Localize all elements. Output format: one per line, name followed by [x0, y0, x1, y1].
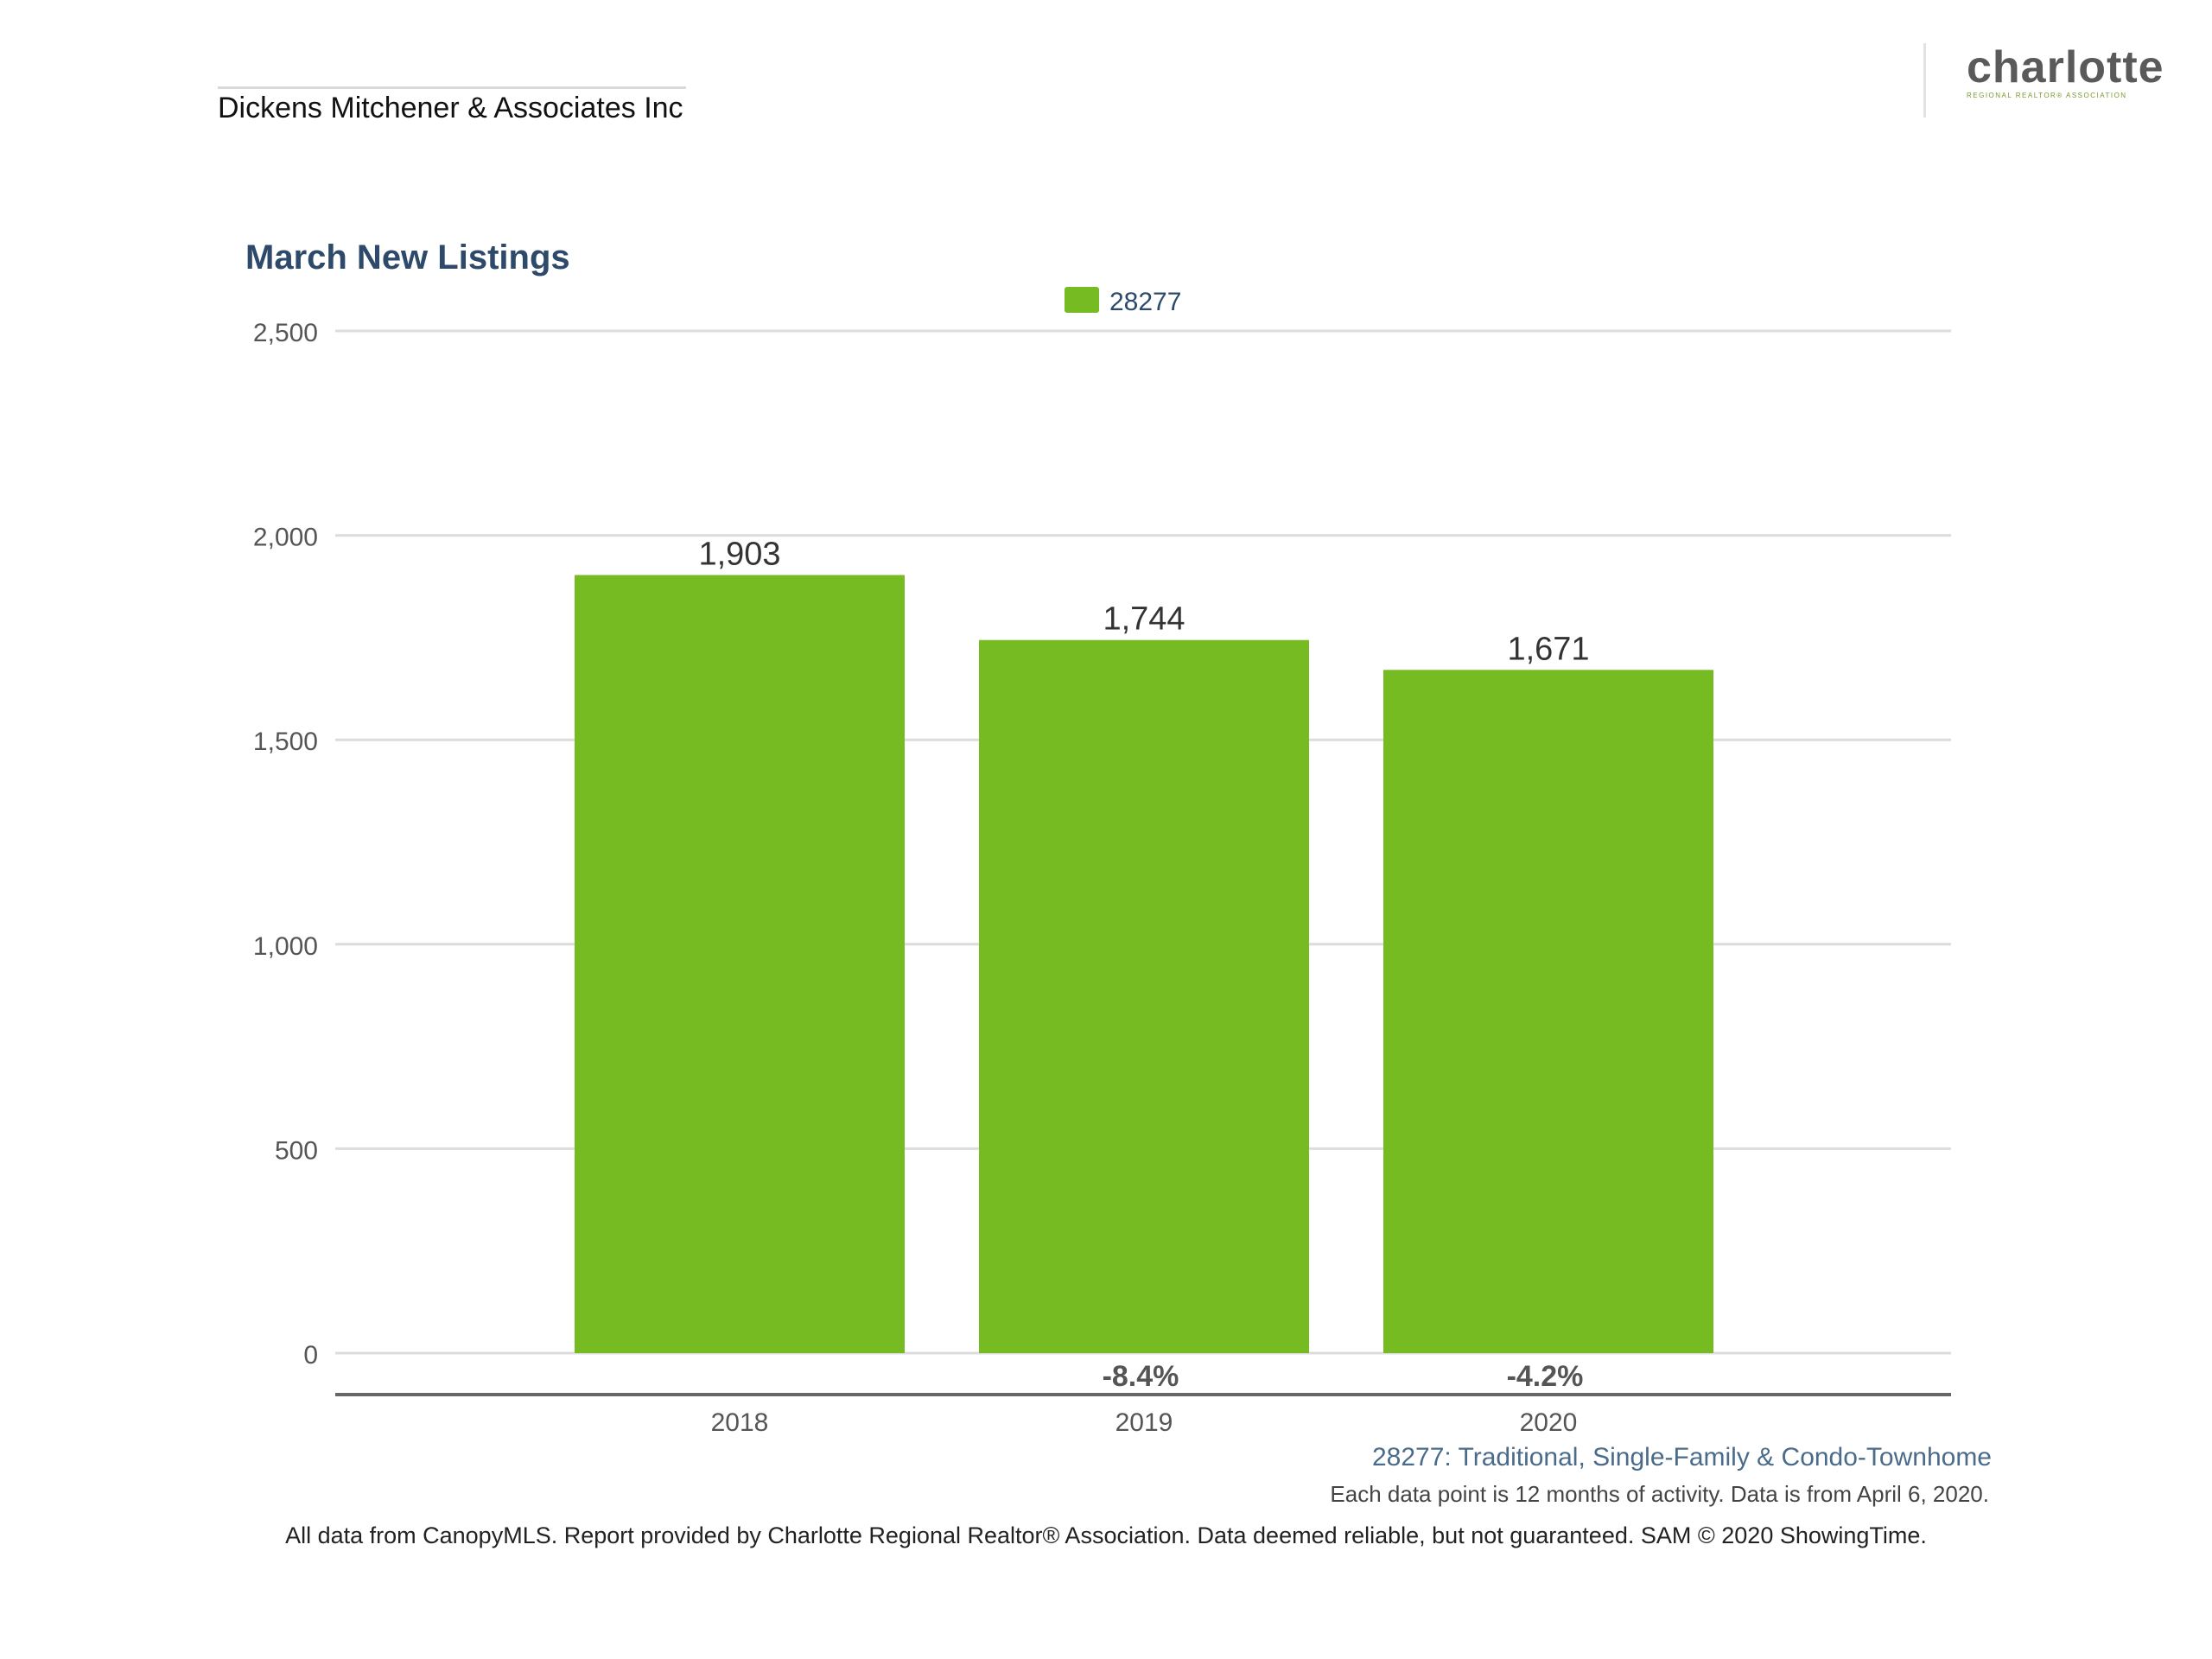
chart-subtitle: 28277: Traditional, Single-Family & Cond…: [1371, 1443, 1992, 1471]
chart-title: March New Listings: [245, 238, 570, 276]
legend-swatch: [1065, 287, 1099, 313]
bar-value-label: 1,671: [1507, 631, 1589, 667]
y-tick-label: 500: [275, 1136, 318, 1165]
y-tick-label: 2,000: [253, 524, 318, 552]
y-tick-label: 1,500: [253, 728, 318, 756]
pct-change-label: -8.4%: [1103, 1360, 1179, 1393]
x-tick-label: 2018: [711, 1408, 769, 1437]
x-tick-label: 2019: [1116, 1408, 1173, 1437]
x-tick-label: 2020: [1520, 1408, 1578, 1437]
bar-value-label: 1,744: [1103, 601, 1185, 638]
pct-change-label: -4.2%: [1507, 1360, 1584, 1393]
bar-2020: [1383, 670, 1713, 1353]
company-name: Dickens Mitchener & Associates Inc: [218, 92, 683, 124]
charlotte-logo: charlotte REGIONAL REALTOR® ASSOCIATION: [1967, 45, 2165, 99]
header-rule: [218, 86, 686, 89]
y-tick-label: 1,000: [253, 932, 318, 961]
legend-label: 28277: [1109, 288, 1181, 316]
footer-disclaimer: All data from CanopyMLS. Report provided…: [285, 1522, 1927, 1548]
logo-subtext: REGIONAL REALTOR® ASSOCIATION: [1967, 92, 2127, 99]
logo-divider: [1923, 43, 1926, 118]
bar-chart: 0 500 1,000 1,500 2,000 2,500 1,903 2018 1,744 20…: [253, 287, 1951, 1437]
data-note: Each data point is 12 months of activity…: [1330, 1481, 1989, 1507]
bar-2019: [979, 639, 1309, 1353]
y-tick-label: 0: [303, 1341, 318, 1370]
logo-wordmark: charlotte: [1967, 42, 2164, 92]
y-tick-label: 2,500: [253, 319, 318, 347]
bar-value-label: 1,903: [698, 537, 780, 573]
bar-2018: [575, 575, 905, 1353]
